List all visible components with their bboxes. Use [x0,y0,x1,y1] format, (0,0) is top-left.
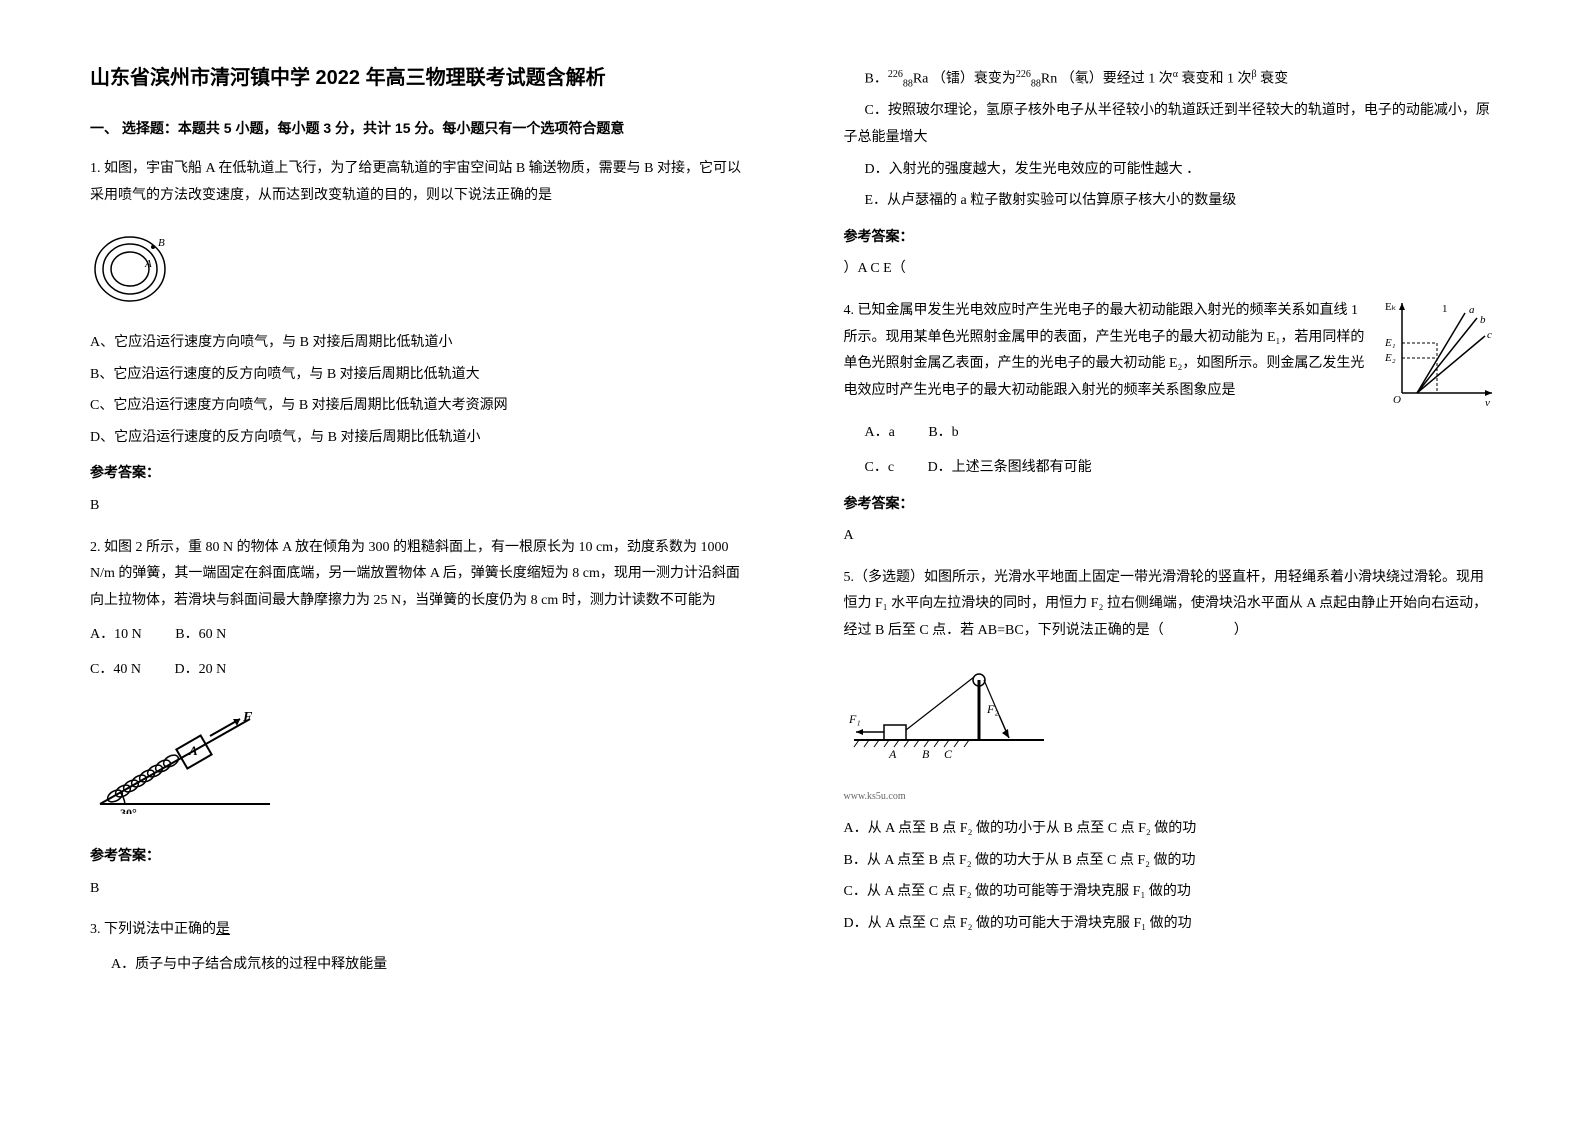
pulley-svg: F₁ F₂ A B C [844,665,1074,765]
q1-text: 1. 如图，宇宙飞船 A 在低轨道上飞行，为了给更高轨道的宇宙空间站 B 输送物… [90,156,744,209]
q1-optD: D、它应沿运行速度的反方向喷气，与 B 对接后周期比低轨道小 [90,425,744,452]
graph-label-o: O [1393,394,1401,406]
orbit-svg: A B [90,219,190,309]
question-5: 5.（多选题）如图所示，光滑水平地面上固定一带光滑滑轮的竖直杆，用轻绳系着小滑块… [844,565,1498,938]
q4-optD: D．上述三条图线都有可能 [928,460,1092,475]
watermark: www.ks5u.com [844,787,1498,806]
q2-answer-label: 参考答案： [90,844,744,871]
graph-figure-container: Eₖ 1 a b c E₁ E₂ O ν [1377,298,1497,408]
q5-optA: A．从 A 点至 B 点 F₂ 做的功小于从 B 点至 C 点 F₂ 做的功 [844,816,1498,843]
q4-answer: A [844,523,1498,550]
q3-optB: B．22688Ra （镭）衰变为22688Rn （氡）要经过 1 次α 衰变和 … [844,65,1498,93]
q3-answer-label: 参考答案： [844,225,1498,252]
q2-optD: D．20 N [174,662,226,677]
q2-text: 2. 如图 2 所示，重 80 N 的物体 A 放在倾角为 300 的粗糙斜面上… [90,535,744,615]
graph-label-nu: ν [1485,397,1490,408]
question-1: 1. 如图，宇宙飞船 A 在低轨道上飞行，为了给更高轨道的宇宙空间站 B 输送物… [90,156,744,519]
q2-options-row1: A．10 N B．60 N [90,622,744,649]
spring-svg: A F 30° [90,704,290,814]
q3-optD: D．入射光的强度越大，发生光电效应的可能性越大 ． [844,157,1498,184]
spring-figure-container: A F 30° [90,694,744,835]
orbit-label-b: B [158,237,165,249]
graph-label-c: c [1487,329,1492,341]
q1-optC: C、它应沿运行速度方向喷气，与 B 对接后周期比低轨道大考资源网 [90,393,744,420]
pulley-figure-container: F₁ F₂ A B C www.ks5u.com [844,655,1498,807]
graph-ylabel: Eₖ [1385,301,1396,313]
q1-answer: B [90,493,744,520]
q4-optB: B．b [928,425,958,440]
graph-label-a: a [1469,304,1475,316]
question-3-cont: B．22688Ra （镭）衰变为22688Rn （氡）要经过 1 次α 衰变和 … [844,65,1498,283]
pulley-label-b: B [922,747,930,761]
q5-optC: C．从 A 点至 C 点 F₂ 做的功可能等于滑块克服 F₁ 做的功 [844,879,1498,906]
q2-optC: C．40 N [90,662,141,677]
q3-optC: C．按照玻尔理论，氢原子核外电子从半径较小的轨道跃迁到半径较大的轨道时，电子的动… [844,98,1498,151]
q2-optA: A．10 N [90,627,142,642]
pulley-label-c: C [944,747,953,761]
orbit-label-a: A [144,258,152,270]
section-heading: 一、 选择题：本题共 5 小题，每小题 3 分，共计 15 分。每小题只有一个选… [90,116,744,141]
question-2: 2. 如图 2 所示，重 80 N 的物体 A 放在倾角为 300 的粗糙斜面上… [90,535,744,903]
q4-optC: C．c [865,460,895,475]
spring-label-f: F [242,710,253,725]
q1-optA: A、它应沿运行速度方向喷气，与 B 对接后周期比低轨道小 [90,330,744,357]
question-4: Eₖ 1 a b c E₁ E₂ O ν 4. 已知金属甲发生光电效应时产生光电… [844,298,1498,550]
q4-options-row2: C．c D．上述三条图线都有可能 [844,455,1498,482]
q3-prefix: 3. 下列说法中正确的 [90,922,216,937]
q4-answer-label: 参考答案： [844,492,1498,519]
graph-label-e2: E₂ [1384,352,1396,364]
q3-text: 3. 下列说法中正确的是 [90,917,744,944]
q2-answer: B [90,876,744,903]
q3-answer: ）A C E（ [844,256,1498,283]
pulley-label-f1: F₁ [848,712,861,726]
q5-optD: D．从 A 点至 C 点 F₂ 做的功可能大于滑块克服 F₁ 做的功 [844,911,1498,938]
spring-label-a: A [188,743,198,758]
exam-title: 山东省滨州市清河镇中学 2022 年高三物理联考试题含解析 [90,60,744,96]
spring-angle: 30° [120,806,137,814]
graph-label-1: 1 [1442,303,1448,315]
q2-options-row2: C．40 N D．20 N [90,657,744,684]
orbit-figure: A B [90,219,744,320]
question-3-start: 3. 下列说法中正确的是 A．质子与中子结合成氘核的过程中释放能量 [90,917,744,978]
q5-text: 5.（多选题）如图所示，光滑水平地面上固定一带光滑滑轮的竖直杆，用轻绳系着小滑块… [844,565,1498,645]
left-column: 山东省滨州市清河镇中学 2022 年高三物理联考试题含解析 一、 选择题：本题共… [40,60,794,990]
q3-underline: 是 [216,922,230,937]
graph-label-b: b [1480,314,1486,326]
graph-svg: Eₖ 1 a b c E₁ E₂ O ν [1377,298,1497,408]
q4-optA: A．a [865,425,895,440]
q2-optB: B．60 N [175,627,226,642]
q3-optA: A．质子与中子结合成氘核的过程中释放能量 [90,952,744,979]
q1-optB: B、它应沿运行速度的反方向喷气，与 B 对接后周期比低轨道大 [90,362,744,389]
pulley-label-a: A [888,747,897,761]
graph-label-e1: E₁ [1384,337,1396,349]
right-column: B．22688Ra （镭）衰变为22688Rn （氡）要经过 1 次α 衰变和 … [794,60,1548,990]
pulley-label-f2: F₂ [986,702,999,716]
q1-answer-label: 参考答案： [90,461,744,488]
q4-options-row1: A．a B．b [844,420,1498,447]
q5-optB: B．从 A 点至 B 点 F₂ 做的功大于从 B 点至 C 点 F₂ 做的功 [844,848,1498,875]
q3-optE: E．从卢瑟福的 a 粒子散射实验可以估算原子核大小的数量级 [844,188,1498,215]
